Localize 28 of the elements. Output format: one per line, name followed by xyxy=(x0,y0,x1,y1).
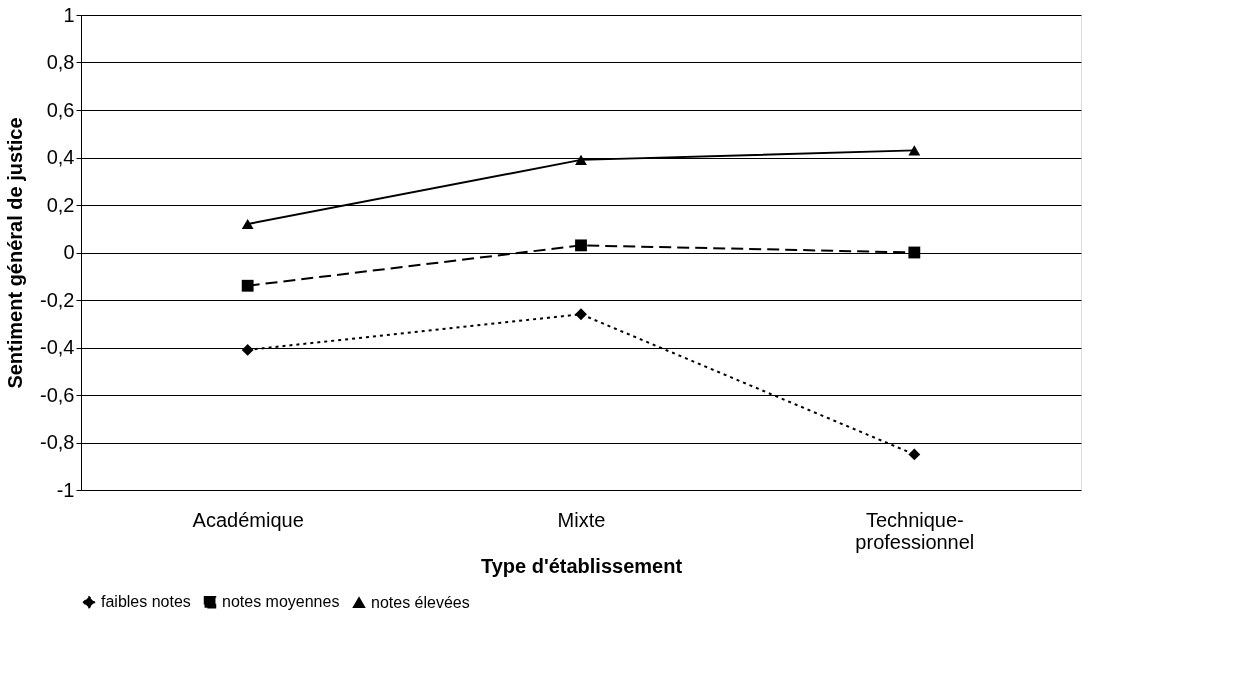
legend-label: notes élevées xyxy=(371,593,470,611)
y-tick-label: -0,6 xyxy=(40,383,75,406)
y-tick-label: -0,2 xyxy=(40,288,75,311)
y-tick-label: -0,4 xyxy=(40,336,75,358)
point xyxy=(575,154,587,165)
y-tick-label: 0 xyxy=(63,241,75,263)
x-tick-label: Technique-professionnel xyxy=(855,508,975,553)
y-tick-label: -0,8 xyxy=(40,431,75,453)
y-tick-label: 0,4 xyxy=(46,146,75,168)
x-tick-label: Mixte xyxy=(557,508,606,531)
point xyxy=(908,448,921,461)
point xyxy=(241,218,254,230)
point xyxy=(575,308,587,321)
y-axis-title: Sentiment général de justice xyxy=(4,117,27,389)
point xyxy=(575,239,587,252)
point xyxy=(241,279,254,292)
point xyxy=(908,145,921,156)
y-tick-label: -1 xyxy=(56,478,75,501)
legend-label: notes moyennes xyxy=(222,593,340,611)
legend-label: faibles notes xyxy=(101,593,191,611)
y-tick-label: 0,6 xyxy=(46,98,75,121)
point xyxy=(908,246,921,259)
y-tick-label: 0,2 xyxy=(46,193,75,216)
x-axis-title: Type d'établissement xyxy=(480,554,683,577)
point xyxy=(241,343,254,356)
y-tick-label: 1 xyxy=(63,3,75,26)
x-tick-label: Académique xyxy=(192,508,304,531)
y-tick-label: 0,8 xyxy=(46,51,75,73)
